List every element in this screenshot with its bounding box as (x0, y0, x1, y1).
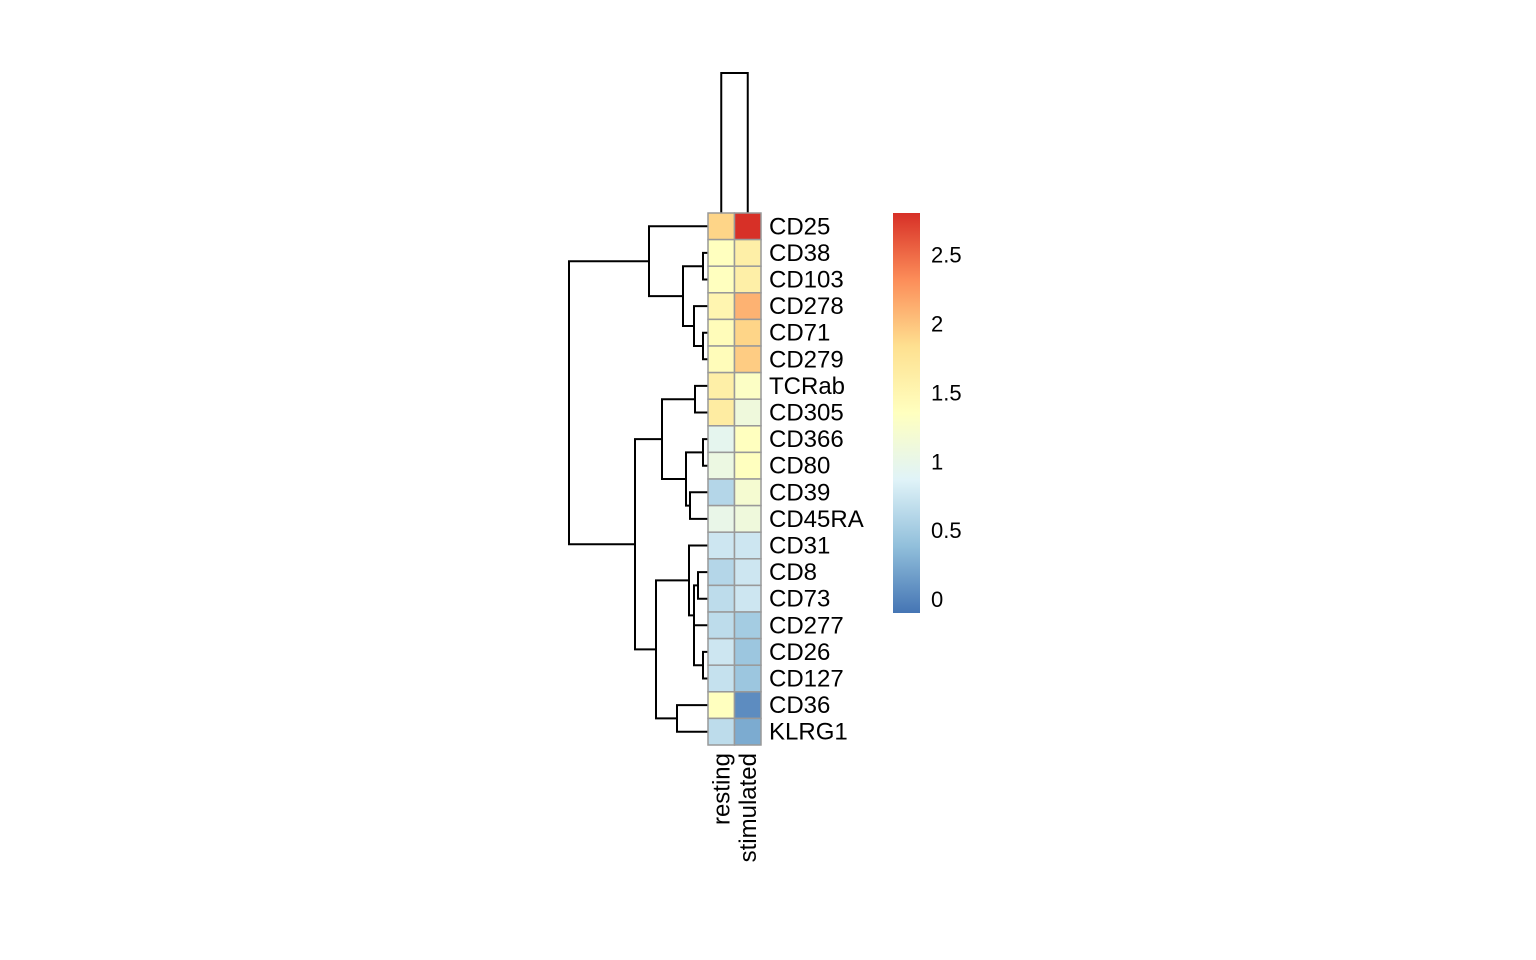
heatmap-cell (707, 531, 736, 560)
heatmap-cell (733, 451, 762, 480)
dendrogram-branch (693, 305, 708, 347)
row-label: CD8 (769, 559, 817, 586)
dendrogram-branch (685, 451, 703, 507)
row-label: CD31 (769, 533, 830, 560)
heatmap-cell (733, 371, 762, 400)
heatmap-cell (733, 611, 762, 640)
row-label: CD103 (769, 267, 844, 294)
dendrogram-branch (568, 260, 649, 546)
row-label: CD25 (769, 213, 830, 240)
heatmap-cell (733, 717, 762, 746)
row-label: CD279 (769, 346, 844, 373)
heatmap-cell (733, 238, 762, 267)
legend-tick-label: 0 (931, 587, 943, 612)
heatmap-cell (733, 478, 762, 507)
dendrogram-branch (693, 584, 698, 646)
heatmap-cell (707, 637, 736, 666)
column-label: resting (708, 753, 735, 825)
row-labels: CD25CD38CD103CD278CD71CD279TCRabCD305CD3… (769, 213, 864, 745)
heatmap-cell (707, 212, 736, 241)
dendrogram-branch (694, 384, 708, 414)
heatmap-cell (707, 398, 736, 427)
heatmap-cell (707, 345, 736, 374)
legend-tick-label: 2.5 (931, 242, 962, 267)
row-label: CD26 (769, 639, 830, 666)
heatmap-cell (707, 611, 736, 640)
legend-tick-label: 1.5 (931, 380, 962, 405)
heatmap-cells (707, 212, 762, 746)
heatmap-cell (733, 212, 762, 241)
row-label: CD71 (769, 320, 830, 347)
row-label: CD277 (769, 612, 844, 639)
row-label: CD127 (769, 666, 844, 693)
heatmap-cell (733, 584, 762, 613)
dendrogram-branch (720, 72, 749, 213)
heatmap-cell (733, 637, 762, 666)
legend-tick-label: 2 (931, 311, 943, 336)
heatmap-cell (707, 691, 736, 720)
row-label: CD36 (769, 692, 830, 719)
heatmap-cell (707, 265, 736, 294)
dendrogram-branch (648, 225, 708, 298)
row-label: TCRab (769, 373, 845, 400)
dendrogram-branch (676, 704, 708, 733)
heatmap-cell (707, 504, 736, 533)
row-dendrogram (568, 225, 708, 733)
heatmap-cell (733, 664, 762, 693)
column-labels: resting stimulated (708, 753, 762, 862)
dendrogram-branch (693, 624, 708, 667)
heatmap-cell (733, 691, 762, 720)
heatmap-cell (733, 425, 762, 454)
legend-tick-label: 1 (931, 449, 943, 474)
heatmap-cell (707, 451, 736, 480)
heatmap-cell (733, 318, 762, 347)
dendrogram-branch (689, 491, 708, 520)
row-label: CD73 (769, 586, 830, 613)
heatmap-cell (707, 664, 736, 693)
row-label: CD45RA (769, 506, 864, 533)
dendrogram-branch (655, 579, 689, 720)
row-label: CD305 (769, 400, 844, 427)
heatmap-cell (707, 318, 736, 347)
dendrogram-branch (634, 438, 662, 651)
dendrogram-branch (661, 398, 695, 480)
heatmap-cell (707, 584, 736, 613)
color-legend: 0 0.5 1 1.5 2 2.5 (893, 213, 962, 613)
heatmap-cell (733, 292, 762, 321)
row-label: CD80 (769, 453, 830, 480)
row-label: CD38 (769, 240, 830, 267)
heatmap-cell (707, 292, 736, 321)
heatmap-cell (733, 531, 762, 560)
heatmap-cell (733, 504, 762, 533)
color-legend-bar (893, 213, 920, 613)
heatmap-cell (733, 398, 762, 427)
row-label: CD39 (769, 479, 830, 506)
row-label: CD278 (769, 293, 844, 320)
dendrogram-branch (697, 571, 708, 600)
row-label: CD366 (769, 426, 844, 453)
legend-tick-label: 0.5 (931, 518, 962, 543)
heatmap-cell (707, 558, 736, 587)
heatmap-cell (707, 238, 736, 267)
heatmap-cell (707, 371, 736, 400)
heatmap-cell (707, 717, 736, 746)
row-label: KLRG1 (769, 719, 848, 746)
column-dendrogram (720, 72, 749, 213)
heatmap-cell (733, 558, 762, 587)
heatmap-cell (733, 265, 762, 294)
heatmap-cell (733, 345, 762, 374)
column-label: stimulated (735, 753, 762, 862)
heatmap-cell (707, 478, 736, 507)
heatmap-cell (707, 425, 736, 454)
